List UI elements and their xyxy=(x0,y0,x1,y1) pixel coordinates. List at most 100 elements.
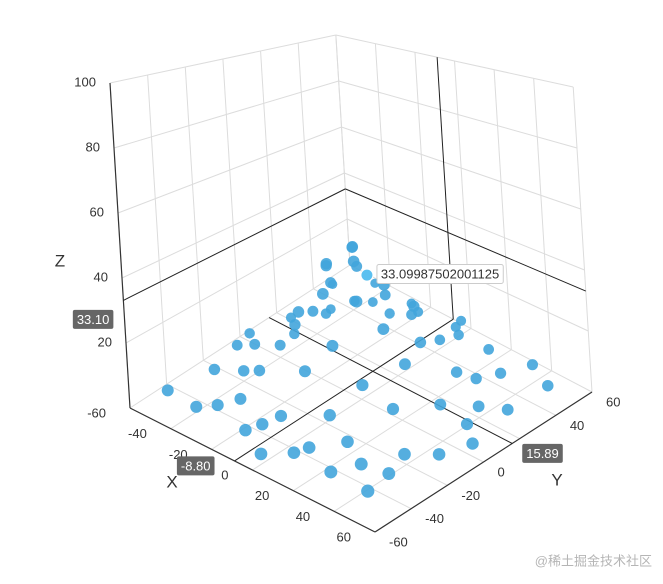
grid-line xyxy=(313,288,557,416)
point xyxy=(323,409,336,422)
point xyxy=(455,315,467,326)
x-tick-label: -40 xyxy=(128,426,147,441)
grid-line xyxy=(572,86,593,393)
point xyxy=(256,418,269,431)
point xyxy=(274,339,286,351)
tooltip-text: 33.09987502001125 xyxy=(381,267,499,282)
grid-line xyxy=(341,126,581,210)
z-tick-label: 40 xyxy=(94,269,108,284)
point xyxy=(341,435,354,449)
point xyxy=(367,297,378,307)
point xyxy=(361,484,375,498)
point xyxy=(432,448,446,461)
grid-line xyxy=(454,60,472,329)
point xyxy=(237,365,250,377)
grid-line xyxy=(184,66,204,361)
point xyxy=(298,365,311,378)
point xyxy=(289,328,300,340)
point xyxy=(386,402,400,416)
point xyxy=(466,437,479,450)
point xyxy=(398,447,411,461)
y-pointer-label-text: 15.89 xyxy=(526,446,559,461)
y-tick-label: 0 xyxy=(498,464,505,479)
point xyxy=(398,358,411,371)
grid-line xyxy=(335,34,351,266)
highlight-point xyxy=(360,268,374,282)
point xyxy=(483,344,495,355)
x-tick-label: 40 xyxy=(296,509,310,524)
pointer-line xyxy=(345,188,586,292)
y-tick-label: 60 xyxy=(606,394,620,409)
y-axis-line xyxy=(374,391,593,533)
point xyxy=(231,339,243,351)
grid-line xyxy=(239,336,484,463)
point xyxy=(406,298,417,309)
tooltip: 33.09987502001125 xyxy=(376,264,504,285)
point xyxy=(324,465,338,479)
point xyxy=(208,363,221,376)
z-pointer-label-box xyxy=(72,309,114,329)
point xyxy=(249,338,261,350)
point xyxy=(161,384,174,397)
point xyxy=(317,288,329,300)
point xyxy=(327,279,338,289)
tooltip-box xyxy=(376,264,504,285)
point xyxy=(414,336,427,349)
y-tick-label: -60 xyxy=(389,534,408,549)
point xyxy=(382,467,396,480)
grid-line xyxy=(338,80,578,149)
point xyxy=(292,306,305,318)
x-tick-label: 0 xyxy=(221,467,228,482)
point xyxy=(325,304,336,315)
grid-line xyxy=(203,359,448,486)
point xyxy=(526,359,539,371)
x-pointer-label-box xyxy=(176,456,215,476)
grid-line xyxy=(147,74,168,385)
z-axis-line xyxy=(109,82,131,409)
point xyxy=(234,392,247,405)
z-pointer-label-text: 33.10 xyxy=(77,312,110,327)
point xyxy=(211,399,224,412)
grid-line xyxy=(374,43,391,287)
y-tick-label: -40 xyxy=(425,511,444,526)
y-pointer-label-box xyxy=(522,443,563,463)
grid-line xyxy=(125,218,348,344)
point xyxy=(285,312,297,323)
point xyxy=(434,334,446,346)
point xyxy=(460,418,474,431)
point xyxy=(254,447,268,461)
grid-line xyxy=(493,69,512,350)
point xyxy=(253,364,266,377)
x-axis-title: X xyxy=(166,472,177,491)
point xyxy=(501,403,514,416)
x-tick-label: -60 xyxy=(87,405,106,420)
point xyxy=(450,366,463,378)
x-pointer-label-text: -8.80 xyxy=(181,458,211,473)
watermark: @稀土掘金技术社区 xyxy=(535,553,652,568)
point xyxy=(384,308,395,319)
point xyxy=(542,379,554,392)
point xyxy=(244,328,255,339)
point xyxy=(472,400,485,413)
z-pointer-label: 33.10 xyxy=(72,309,114,329)
point xyxy=(190,400,203,413)
y-pointer-label: 15.89 xyxy=(522,443,563,463)
point xyxy=(494,367,507,379)
point xyxy=(351,260,363,272)
z-tick-label: 20 xyxy=(98,334,112,349)
z-tick-label: 80 xyxy=(86,139,100,154)
grid-line xyxy=(109,34,336,84)
z-axis-title: Z xyxy=(55,251,65,270)
grid-line xyxy=(276,312,520,440)
grid-line xyxy=(117,126,342,214)
grid-line xyxy=(260,50,278,313)
grid-line xyxy=(533,78,553,371)
point xyxy=(307,305,319,317)
grid-line xyxy=(166,383,412,510)
x-tick-label: 20 xyxy=(255,488,269,503)
point xyxy=(470,372,482,385)
point xyxy=(377,323,390,336)
point xyxy=(349,295,360,307)
y-axis-title: Y xyxy=(551,470,562,489)
